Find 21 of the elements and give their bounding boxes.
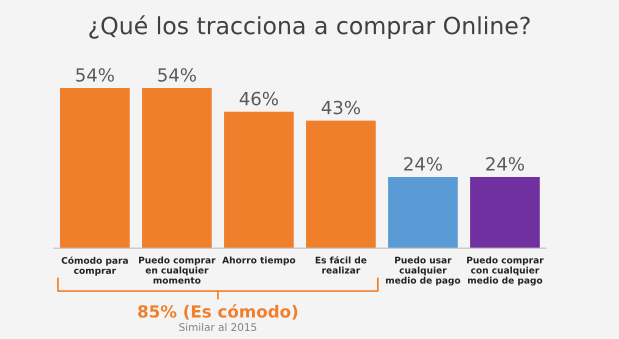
data-label: 54% — [158, 68, 196, 82]
data-label: 43% — [322, 100, 360, 114]
bar — [224, 112, 294, 248]
data-label: 24% — [404, 157, 442, 171]
data-label: 54% — [76, 68, 114, 82]
x-tick-label: Ahorro tiempo — [222, 256, 296, 266]
bar — [388, 176, 458, 248]
x-tick-label: Cómodo para comprar — [62, 256, 128, 276]
bar — [60, 88, 130, 248]
bar — [142, 88, 212, 248]
bar — [306, 120, 376, 248]
text: 85% (Es cómodo) — [138, 304, 298, 320]
bar — [470, 176, 540, 248]
text: Similar al 2015 — [179, 322, 256, 332]
data-label: 24% — [486, 157, 524, 171]
chart-title: ¿Qué los tracciona a comprar Online? — [89, 15, 530, 40]
x-tick-label: Puedo comprar en cualquier momento — [139, 256, 216, 284]
x-tick-label: Es fácil de realizar — [316, 256, 366, 274]
x-tick-label: Puedo usar cualquier medio de pago — [386, 256, 460, 286]
data-label: 46% — [240, 92, 278, 106]
x-tick-label: Puedo comprar con cualquier medio de pago — [467, 256, 544, 286]
